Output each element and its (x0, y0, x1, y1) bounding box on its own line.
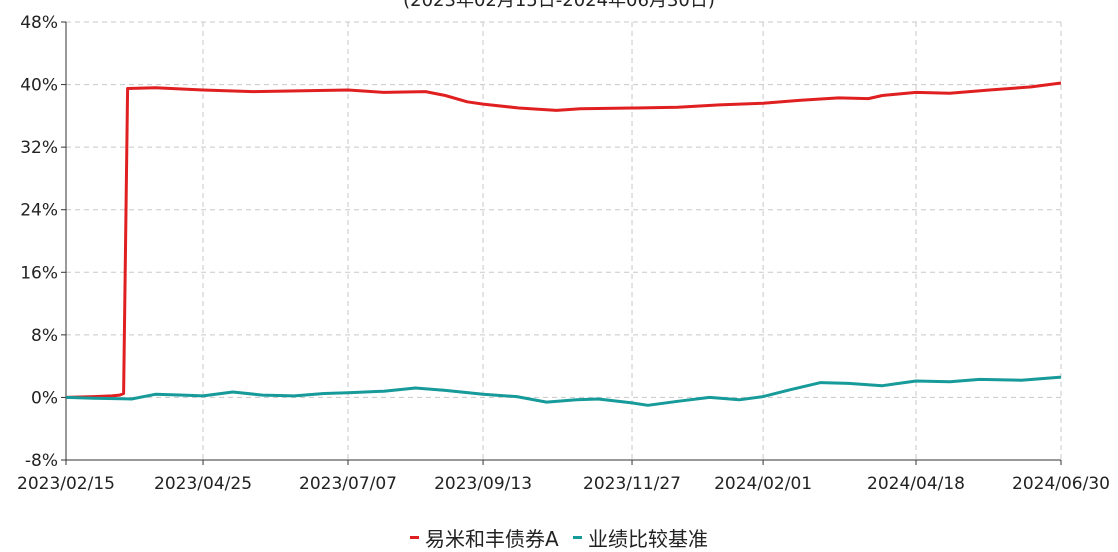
chart-labels: 48% 40% 32% 24% 16% 8% 0% -8% 2023/02/15 2023/04/… (17, 13, 1110, 494)
series-line-0 (65, 81, 1062, 399)
y-tick-label: -8% (25, 451, 58, 471)
x-tick-label: 2024/06/30 (1012, 474, 1110, 494)
y-tick-label: 40% (20, 76, 58, 96)
x-tick-label: 2023/11/27 (583, 474, 681, 494)
chart-subtitle: (2023年02月15日-2024年06月30日) (403, 0, 715, 11)
x-tick-label: 2023/07/07 (299, 474, 397, 494)
legend-item-fund[interactable]: 易米和丰债券A (409, 523, 559, 552)
x-tick-label: 2023/04/25 (154, 474, 252, 494)
y-tick-label: 8% (31, 326, 58, 346)
legend-item-benchmark[interactable]: 业绩比较基准 (573, 523, 708, 552)
chart-series (65, 81, 1062, 407)
legend-label-benchmark: 业绩比较基准 (588, 527, 709, 551)
series-line-1 (65, 375, 1062, 407)
legend-swatch-benchmark (573, 536, 583, 539)
x-tick-label: 2023/02/15 (17, 474, 115, 494)
chart-axes (61, 21, 1062, 465)
chart-grid (66, 21, 1062, 460)
y-tick-label: 16% (20, 263, 58, 283)
x-tick-label: 2024/04/18 (867, 474, 965, 494)
y-tick-label: 32% (20, 138, 58, 158)
x-tick-label: 2023/09/13 (434, 474, 532, 494)
y-tick-label: 0% (31, 388, 58, 408)
x-tick-label: 2024/02/01 (714, 474, 812, 494)
chart-legend: 易米和丰债券A 业绩比较基准 (0, 520, 1118, 552)
legend-swatch-fund (409, 536, 419, 539)
y-tick-label: 48% (20, 13, 58, 33)
y-tick-label: 24% (20, 201, 58, 221)
legend-label-fund: 易米和丰债券A (424, 527, 559, 551)
